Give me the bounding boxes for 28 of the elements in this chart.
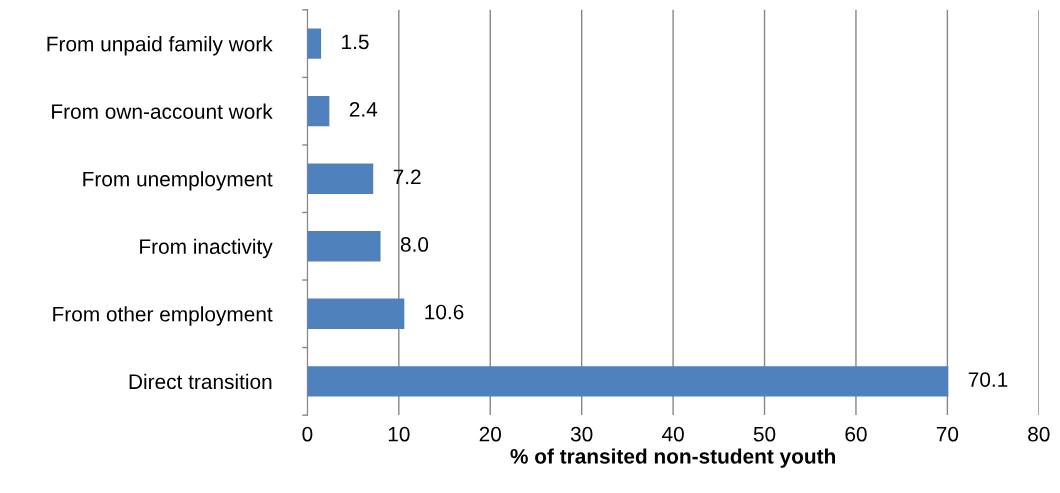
bar: [307, 163, 374, 194]
x-tick-label: 20: [479, 426, 502, 442]
x-tick-label: 60: [845, 426, 867, 442]
y-tick-label: From unpaid family work: [47, 36, 273, 56]
x-tick-label: 10: [388, 426, 410, 442]
y-tick-label: From own-account work: [52, 103, 273, 119]
y-tick-label: From inactivity: [140, 238, 273, 259]
data-label: 8.0: [400, 237, 429, 252]
bar: [307, 366, 949, 397]
data-label: 2.4: [349, 102, 378, 117]
x-tick-label: 0: [302, 426, 313, 442]
bar: [307, 95, 330, 127]
bar: [307, 231, 381, 262]
data-label: 7.2: [393, 169, 421, 185]
bar: [307, 298, 405, 329]
x-axis-title: % of transited non-student youth: [510, 448, 836, 468]
x-tick-label: 30: [570, 426, 593, 442]
x-tick-label: 80: [1028, 426, 1050, 442]
data-label: 1.5: [342, 34, 369, 50]
bar: [307, 28, 322, 59]
y-tick-label: From other employment: [53, 306, 273, 326]
x-tick-label: 70: [936, 426, 959, 442]
data-label: 10.6: [425, 304, 464, 320]
y-tick-label: Direct transition: [129, 373, 272, 390]
y-tick-label: From unemployment: [83, 171, 273, 191]
x-tick-label: 50: [753, 426, 776, 442]
x-tick-label: 40: [661, 426, 684, 442]
data-label: 70.1: [968, 372, 1008, 387]
